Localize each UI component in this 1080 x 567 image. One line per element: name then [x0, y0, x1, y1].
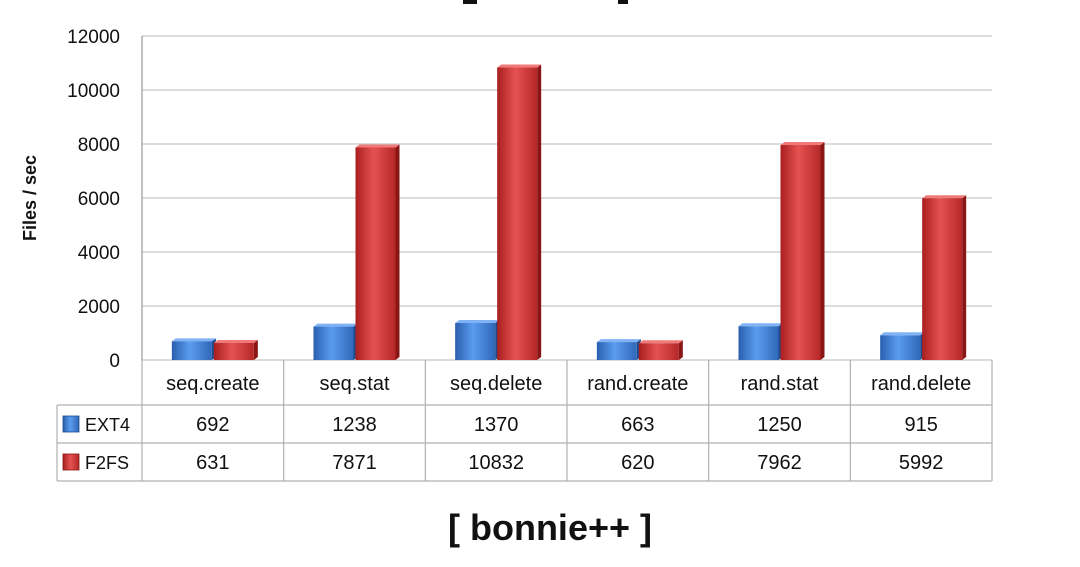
y-tick-label: 0	[109, 351, 120, 372]
table-value: 663	[621, 414, 654, 436]
bar-f2fs-rand.create	[638, 343, 679, 360]
bar-ext4-seq.delete	[455, 323, 496, 360]
clipped-title-fragment	[463, 0, 628, 4]
bar-side	[678, 340, 683, 360]
bar-side	[253, 339, 258, 360]
bar-top	[355, 144, 400, 148]
bar-f2fs-seq.create	[213, 342, 254, 360]
bar-top	[213, 339, 258, 343]
bar-top	[880, 332, 925, 336]
table-value: 5992	[899, 452, 944, 474]
y-tick-label: 2000	[78, 297, 120, 318]
category-label: rand.stat	[741, 373, 819, 395]
table-value: 1250	[757, 414, 802, 436]
legend-key	[62, 415, 80, 433]
legend-key	[62, 453, 80, 471]
bar-f2fs-seq.delete	[497, 67, 538, 360]
category-label: rand.delete	[871, 373, 971, 395]
y-tick-label: 4000	[78, 243, 120, 264]
bar-f2fs-rand.stat	[780, 145, 821, 360]
table-value: 692	[196, 414, 229, 436]
bar-top	[738, 323, 783, 327]
table-value: 631	[196, 452, 229, 474]
table-value: 10832	[468, 452, 524, 474]
bar-side	[820, 142, 825, 360]
y-axis-ticks: 0 2000 4000 6000 8000 10000 12000	[67, 27, 120, 372]
table-value: 7871	[332, 452, 377, 474]
bar-top	[922, 195, 967, 199]
table-value: 1370	[474, 414, 519, 436]
y-tick-label: 6000	[78, 189, 120, 210]
bar-side	[537, 64, 542, 360]
data-table: seq.create seq.stat seq.delete rand.create r…	[56, 360, 993, 482]
bars	[171, 64, 967, 360]
bar-top	[313, 323, 358, 327]
category-label: seq.create	[166, 373, 259, 395]
y-tick-label: 12000	[67, 27, 120, 48]
series-name: EXT4	[85, 415, 130, 435]
category-label: seq.stat	[319, 373, 389, 395]
bar-top	[638, 340, 683, 344]
y-tick-label: 10000	[67, 81, 120, 102]
table-value: 915	[904, 414, 937, 436]
bar-f2fs-rand.delete	[922, 198, 963, 360]
bar-top	[596, 339, 641, 343]
bar-top	[455, 320, 500, 324]
y-axis-label: Files / sec	[20, 155, 40, 241]
bar-f2fs-seq.stat	[355, 147, 396, 360]
table-value: 1238	[332, 414, 377, 436]
bar-side	[395, 144, 400, 360]
series-name: F2FS	[85, 453, 129, 473]
bar-ext4-seq.create	[171, 341, 212, 360]
table-value: 620	[621, 452, 654, 474]
bar-top	[497, 64, 542, 68]
bar-ext4-seq.stat	[313, 326, 354, 360]
chart-caption: [ bonnie++ ]	[448, 507, 652, 548]
gridlines	[141, 35, 992, 361]
bar-ext4-rand.create	[596, 342, 637, 360]
bar-top	[171, 338, 216, 342]
bar-ext4-rand.delete	[880, 335, 921, 360]
bar-side	[962, 195, 967, 360]
y-tick-label: 8000	[78, 135, 120, 156]
category-label: seq.delete	[450, 373, 542, 395]
bar-top	[780, 142, 825, 146]
bar-ext4-rand.stat	[738, 326, 779, 360]
table-value: 7962	[757, 452, 802, 474]
category-label: rand.create	[587, 373, 688, 395]
